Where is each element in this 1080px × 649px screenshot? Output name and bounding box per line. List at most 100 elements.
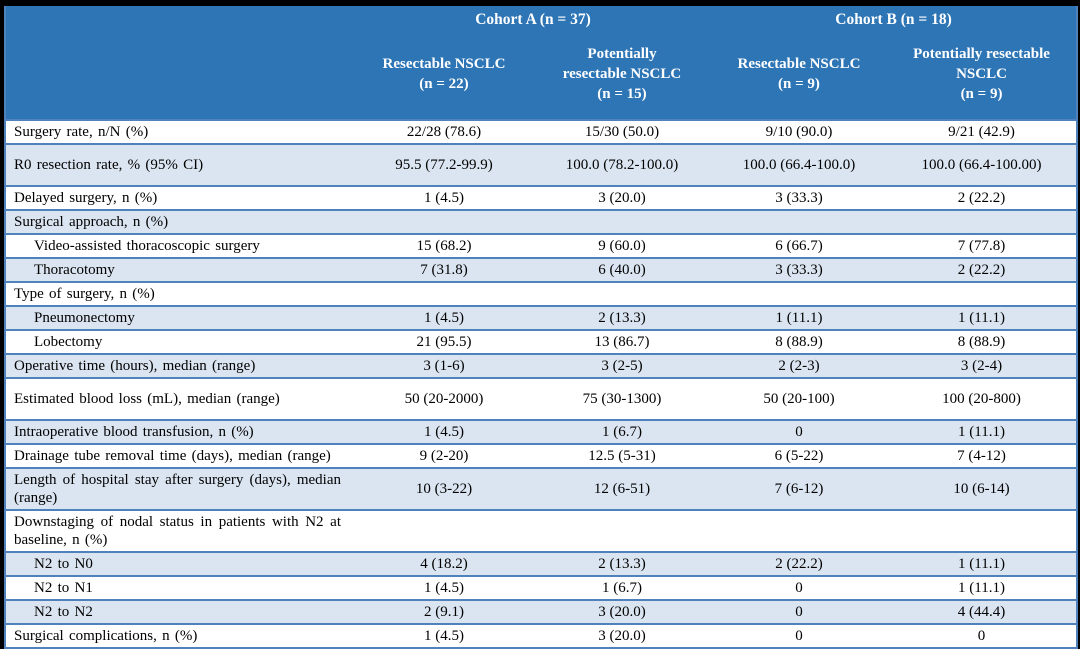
cell-value: 95.5 (77.2-99.9) (395, 157, 493, 173)
table-header: Cohort A (n = 37) Cohort B (n = 18) Rese… (5, 6, 1078, 120)
cell-value: 2 (22.2) (775, 556, 823, 572)
cell-value: 4 (18.2) (420, 556, 468, 572)
table-row: Lobectomy 21 (95.5) 13 (86.7) 8 (88.9) 8 (88… (5, 330, 1078, 354)
row-label: N2 to N1 (34, 580, 93, 596)
cell-value (533, 510, 711, 552)
table-row: Downstaging of nodal status in patients … (5, 510, 1078, 552)
cell-value: 6 (66.7) (775, 238, 823, 254)
cell-value: 1 (11.1) (775, 310, 823, 326)
cohort-a-header: Cohort A (n = 37) (355, 6, 711, 37)
cell-value: 1 (4.5) (424, 424, 464, 440)
table-row: N2 to N2 2 (9.1) 3 (20.0) 0 4 (44.4) (5, 600, 1078, 624)
cell-value: 9 (2-20) (419, 448, 469, 464)
table-row: Pneumonectomy 1 (4.5) 2 (13.3) 1 (11.1) 1 (1… (5, 306, 1078, 330)
cell-value: 0 (795, 628, 803, 644)
cell-value (887, 282, 1077, 306)
row-label: Surgical complications, n (%) (14, 628, 198, 644)
cell-value: 0 (977, 628, 986, 644)
cell-value: 8 (88.9) (957, 334, 1006, 350)
cell-value: 0 (795, 580, 803, 596)
table-row: Surgical approach, n (%) (5, 210, 1078, 234)
cell-value: 2 (13.3) (598, 310, 646, 326)
subcolumn-header-row: Resectable NSCLC (n = 22) Potentially resec… (5, 37, 1078, 120)
table-row: Drainage tube removal time (days), media… (5, 444, 1078, 468)
cell-value: 2 (22.2) (957, 262, 1006, 278)
cell-value: 100 (20-800) (942, 391, 1021, 407)
cell-value: 3 (1-6) (423, 358, 465, 374)
table-row: N2 to N0 4 (18.2) 2 (13.3) 2 (22.2) 1 (11.1) (5, 552, 1078, 576)
cell-value: 13 (86.7) (594, 334, 650, 350)
table-row: Type of surgery, n (%) (5, 282, 1078, 306)
cell-value: 21 (95.5) (416, 334, 472, 350)
cell-value (533, 210, 711, 234)
cell-value: 1 (6.7) (602, 424, 642, 440)
cell-value: 12.5 (5-31) (588, 448, 656, 464)
cell-value: 1 (11.1) (958, 310, 1005, 326)
cell-value: 1 (4.5) (424, 580, 464, 596)
cell-value: 3 (20.0) (598, 604, 646, 620)
cell-value: 10 (3-22) (415, 481, 473, 497)
cell-value (711, 210, 887, 234)
row-label: Video-assisted thoracoscopic surgery (34, 238, 260, 254)
cell-value: 75 (30-1300) (582, 391, 662, 407)
row-label: Estimated blood loss (mL), median (range… (14, 391, 280, 407)
cell-value: 1 (11.1) (958, 580, 1005, 596)
cell-value (355, 282, 533, 306)
cell-value: 100.0 (78.2-100.0) (565, 157, 679, 173)
surgical-outcomes-table: Cohort A (n = 37) Cohort B (n = 18) Rese… (4, 6, 1079, 649)
table-row: Video-assisted thoracoscopic surgery 15 (… (5, 234, 1078, 258)
cell-value: 8 (88.9) (775, 334, 823, 350)
column-header: Potentially resectable NSCLC (n = 15) (533, 37, 711, 120)
cell-value: 15/30 (50.0) (584, 124, 660, 140)
cell-value: 50 (20-2000) (404, 391, 484, 407)
row-label: Length of hospital stay after surgery (d… (14, 472, 341, 506)
cell-value: 12 (6-51) (593, 481, 651, 497)
cell-value (533, 282, 711, 306)
cell-value: 100.0 (66.4-100.00) (921, 157, 1042, 173)
row-label: Operative time (hours), median (range) (14, 358, 256, 374)
cell-value: 9 (60.0) (598, 238, 646, 254)
row-label: Surgery rate, n/N (%) (14, 124, 149, 140)
cell-value: 9/10 (90.0) (765, 124, 833, 140)
cell-value: 22/28 (78.6) (406, 124, 482, 140)
cell-value: 7 (31.8) (420, 262, 468, 278)
cell-value: 1 (6.7) (602, 580, 642, 596)
table-row: Surgery rate, n/N (%) 22/28 (78.6) 15/30 (… (5, 120, 1078, 144)
cell-value: 2 (2-3) (778, 358, 820, 374)
table-row: N2 to N1 1 (4.5) 1 (6.7) 0 1 (11.1) (5, 576, 1078, 600)
cell-value: 1 (4.5) (424, 310, 464, 326)
empty-corner-cell (5, 6, 355, 37)
cell-value: 6 (5-22) (774, 448, 824, 464)
cell-value: 3 (20.0) (598, 190, 646, 206)
row-label: Thoracotomy (34, 262, 115, 278)
cell-value: 2 (13.3) (598, 556, 646, 572)
row-label: Delayed surgery, n (%) (14, 190, 158, 206)
cell-value: 1 (4.5) (424, 190, 464, 206)
cell-value: 100.0 (66.4-100.0) (742, 157, 856, 173)
cohort-b-header: Cohort B (n = 18) (711, 6, 1078, 37)
cell-value: 7 (6-12) (774, 481, 824, 497)
cell-value (711, 510, 887, 552)
cell-value: 10 (6-14) (953, 481, 1010, 497)
table-row: Length of hospital stay after surgery (d… (5, 468, 1078, 510)
table-row: Intraoperative blood transfusion, n (%) 1… (5, 420, 1078, 444)
cell-value: 6 (40.0) (598, 262, 646, 278)
column-header: Potentially resectable NSCLC (n = 9) (887, 37, 1078, 120)
cell-value: 1 (11.1) (958, 424, 1005, 440)
column-header: Resectable NSCLC (n = 9) (711, 37, 887, 120)
table-row: Delayed surgery, n (%) 1 (4.5) 3 (20.0) 3 (… (5, 186, 1078, 210)
row-label: N2 to N2 (34, 604, 93, 620)
table-row: Thoracotomy 7 (31.8) 6 (40.0) 3 (33.3) 2 (22… (5, 258, 1078, 282)
cohort-header-row: Cohort A (n = 37) Cohort B (n = 18) (5, 6, 1078, 37)
table-row: Operative time (hours), median (range) 3 … (5, 354, 1078, 378)
row-label: Pneumonectomy (34, 310, 135, 326)
cell-value: 1 (11.1) (958, 556, 1005, 572)
cell-value: 50 (20-100) (763, 391, 835, 407)
table-row: Surgical complications, n (%) 1 (4.5) 3 (2… (5, 624, 1078, 648)
cell-value: 3 (33.3) (775, 262, 823, 278)
cell-value: 3 (20.0) (598, 628, 646, 644)
cell-value: 0 (795, 424, 803, 440)
row-label: Lobectomy (34, 334, 103, 350)
cell-value: 2 (9.1) (424, 604, 464, 620)
